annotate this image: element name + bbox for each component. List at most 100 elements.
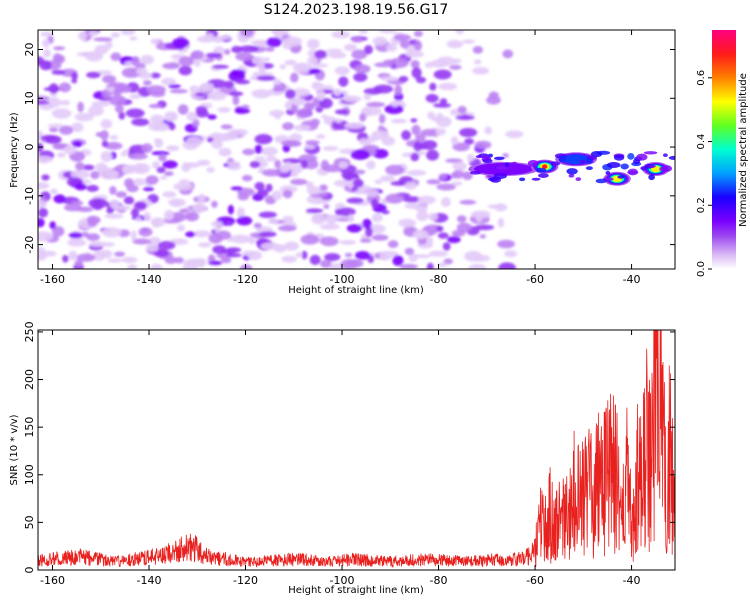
heatmap-blob — [259, 231, 277, 238]
heatmap-blob — [272, 30, 284, 37]
heatmap-blob — [211, 200, 218, 208]
heatmap-blob — [311, 63, 329, 68]
heatmap-blob — [289, 133, 303, 142]
heatmap-blob — [291, 97, 306, 106]
heatmap-blob — [424, 62, 434, 68]
x-tick-label: -40 — [623, 574, 641, 587]
heatmap-blob — [429, 82, 437, 91]
heatmap-blob — [226, 253, 242, 258]
heatmap-blob — [197, 193, 206, 204]
heatmap-blob — [88, 105, 104, 116]
heatmap-blob — [399, 39, 410, 49]
heatmap-blob — [265, 183, 273, 192]
heatmap-blob — [38, 100, 50, 105]
heatmap-blob — [323, 204, 330, 209]
heatmap-blob — [211, 221, 223, 227]
heatmap-blob — [486, 157, 492, 161]
heatmap-blob — [104, 142, 123, 150]
heatmap-frame — [37, 29, 676, 270]
heatmap-blob — [197, 159, 211, 166]
heatmap-blob — [331, 30, 351, 39]
heatmap-blob — [220, 257, 232, 264]
heatmap-blob — [60, 99, 71, 106]
heatmap-blob — [230, 234, 251, 244]
heatmap-blob — [437, 262, 448, 268]
heatmap-blob — [568, 174, 575, 178]
heatmap-blob — [417, 195, 436, 205]
x-tick-label: -120 — [233, 574, 258, 587]
heatmap-blob — [334, 109, 349, 115]
heatmap-blob — [364, 189, 379, 197]
heatmap-blob — [410, 60, 420, 69]
heatmap-blob — [86, 71, 101, 79]
heatmap-blob — [304, 144, 316, 150]
heatmap-blob — [354, 64, 371, 74]
colorbar-gradient — [712, 30, 736, 269]
heatmap-blob — [595, 178, 607, 184]
heatmap-blob — [342, 95, 362, 103]
heatmap-blob — [428, 212, 439, 221]
heatmap-blob — [162, 160, 178, 169]
heatmap-blob — [347, 214, 355, 223]
heatmap-blob — [266, 37, 282, 47]
heatmap-blob — [495, 165, 508, 170]
heatmap-blob — [636, 153, 648, 161]
heatmap-blob — [249, 161, 261, 168]
heatmap-blob — [538, 173, 549, 179]
heatmap-blob — [58, 82, 71, 93]
heatmap-blob — [115, 191, 127, 198]
heatmap-signal — [468, 150, 675, 186]
heatmap-blob — [497, 217, 505, 228]
snr-panel: -160 -140 -120 -100 -80 -60 -40 0 50 100 150 200 250… — [9, 321, 676, 596]
heatmap-blob — [112, 205, 132, 211]
heatmap-blob — [408, 253, 419, 263]
heatmap-blob — [107, 258, 123, 263]
heatmap-blob — [440, 197, 451, 208]
heatmap-blob — [323, 164, 344, 173]
heatmap-blob — [68, 232, 83, 239]
heatmap-blob — [63, 145, 77, 155]
heatmap-blob — [164, 171, 174, 177]
heatmap-blob — [284, 59, 297, 66]
heatmap-blob — [227, 164, 242, 171]
heatmap-blob — [416, 210, 429, 222]
x-tick-label: -80 — [430, 273, 448, 286]
heatmap-blob — [605, 171, 611, 175]
heatmap-blob — [291, 164, 303, 174]
heatmap-blob — [398, 218, 417, 228]
heatmap-blob — [254, 182, 265, 191]
heatmap-blob — [531, 177, 541, 181]
heatmap-blob — [150, 217, 166, 227]
heatmap-blob — [232, 94, 240, 106]
heatmap-blob — [145, 246, 159, 253]
heatmap-blob — [74, 112, 94, 122]
heatmap-blob — [48, 83, 59, 94]
heatmap-blob — [451, 181, 463, 186]
heatmap-blob — [366, 101, 386, 108]
heatmap-blob — [38, 207, 49, 218]
heatmap-blob — [293, 124, 311, 132]
heatmap-blob — [38, 56, 45, 66]
heatmap-blob — [617, 175, 625, 179]
heatmap-blob — [585, 157, 593, 164]
heatmap-blob — [455, 114, 475, 121]
heatmap-blob — [418, 145, 428, 150]
snr-frame — [37, 329, 676, 571]
snr-series-line — [38, 330, 675, 569]
heatmap-blob — [355, 251, 371, 260]
heatmap-blob — [452, 161, 467, 171]
heatmap-blob — [436, 56, 455, 66]
heatmap-blob — [320, 236, 339, 247]
heatmap-blob — [464, 138, 474, 145]
heatmap-blob — [121, 256, 138, 263]
heatmap-blob — [95, 162, 107, 172]
heatmap-blob — [358, 138, 372, 146]
heatmap-blob — [648, 164, 656, 168]
heatmap-blob — [333, 179, 350, 187]
heatmap-blob — [182, 259, 203, 266]
heatmap-blob — [305, 208, 324, 214]
heatmap-blob — [497, 239, 515, 249]
heatmap-blob — [295, 252, 303, 258]
heatmap-blob — [451, 230, 466, 237]
